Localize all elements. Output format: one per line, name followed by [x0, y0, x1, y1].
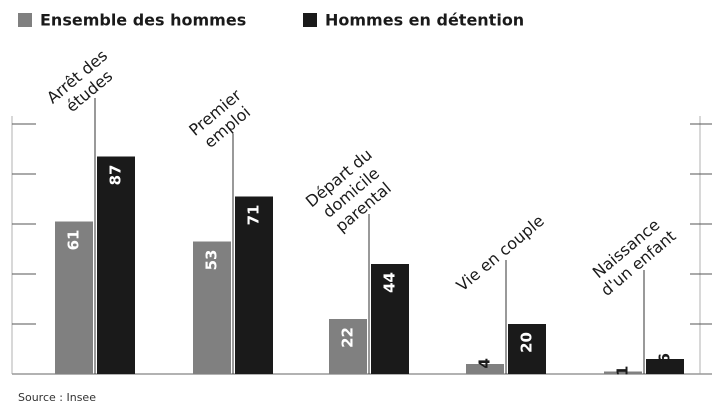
bar	[97, 156, 135, 374]
bar	[193, 241, 231, 374]
value-label: 53	[203, 250, 221, 271]
value-label: 6	[656, 353, 674, 363]
category-label-line: Vie en couple	[453, 211, 548, 295]
legend-label: Hommes en détention	[325, 11, 524, 30]
source: Source : Insee	[18, 391, 96, 404]
legend-swatch	[303, 13, 317, 27]
bar	[508, 324, 546, 374]
value-label: 20	[518, 332, 536, 353]
value-label: 71	[245, 205, 263, 226]
bar	[55, 221, 93, 374]
value-label: 4	[476, 358, 494, 368]
bar	[646, 359, 684, 374]
bar	[235, 196, 273, 374]
value-label: 1	[614, 366, 632, 376]
legend-label: Ensemble des hommes	[40, 11, 246, 30]
bar	[466, 364, 504, 374]
value-label: 44	[381, 272, 399, 293]
bar	[371, 264, 409, 374]
value-label: 61	[65, 230, 83, 251]
value-label: 22	[339, 327, 357, 348]
bar	[329, 319, 367, 374]
legend-swatch	[18, 13, 32, 27]
category-label: Vie en couple	[453, 211, 548, 295]
bar	[604, 371, 642, 374]
value-label: 87	[107, 165, 125, 186]
